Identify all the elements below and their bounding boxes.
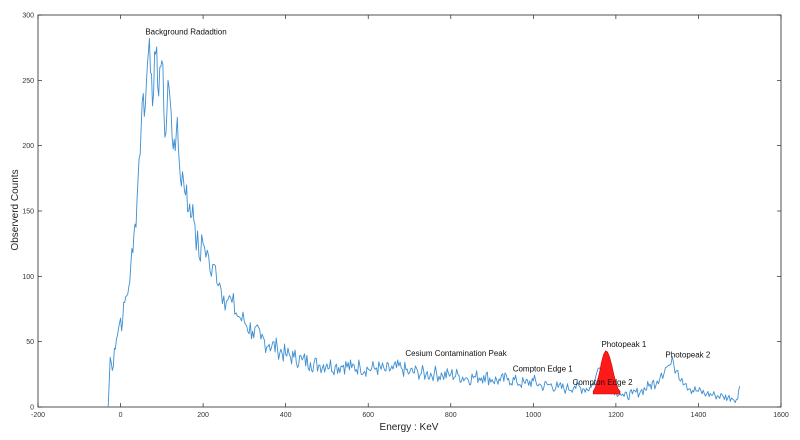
photopeak-highlight-layer [592, 350, 621, 395]
x-tick-label: 400 [280, 412, 292, 419]
y-tick-label: 300 [22, 13, 34, 20]
x-tick-label: -200 [31, 412, 45, 419]
plot-box [37, 14, 782, 408]
annotation-label: Compton Edge 1 [513, 365, 574, 374]
annotation-label: Background Radadtion [145, 28, 226, 37]
x-axis: -200 0 200 400 600 800 1000 1200 1400 1600 [31, 15, 789, 419]
x-tick-label: 200 [197, 412, 209, 419]
annotation-label: Cesium Contamination Peak [405, 349, 507, 358]
x-tick-label: 1400 [691, 412, 707, 419]
y-tick-label: 150 [22, 209, 34, 216]
plot-frame [37, 14, 782, 408]
annotation-label: Photopeak 2 [665, 350, 710, 359]
annotation-label: Photopeak 1 [601, 340, 646, 349]
y-axis: 0 50 100 150 200 250 300 [22, 13, 781, 412]
x-tick-label: 600 [362, 412, 374, 419]
y-tick-label: 50 [26, 339, 34, 346]
annotation-layer: Background Radadtion Cesium Contamination… [145, 28, 711, 387]
photopeak-1-fill [592, 350, 621, 395]
y-tick-label: 250 [22, 78, 34, 85]
x-axis-label: Energy : KeV [380, 422, 439, 433]
y-tick-label: 0 [30, 405, 34, 412]
x-tick-label: 1600 [773, 412, 789, 419]
x-tick-label: 1200 [608, 412, 624, 419]
x-tick-label: 0 [119, 412, 123, 419]
y-tick-label: 200 [22, 143, 34, 150]
spectrum-line [107, 38, 741, 408]
y-tick-label: 100 [22, 274, 34, 281]
x-tick-label: 800 [445, 412, 457, 419]
y-axis-label: Observerd Counts [10, 169, 21, 250]
annotation-label: Compton Edge 2 [573, 378, 634, 387]
series-layer [107, 38, 741, 408]
x-tick-label: 1000 [526, 412, 542, 419]
